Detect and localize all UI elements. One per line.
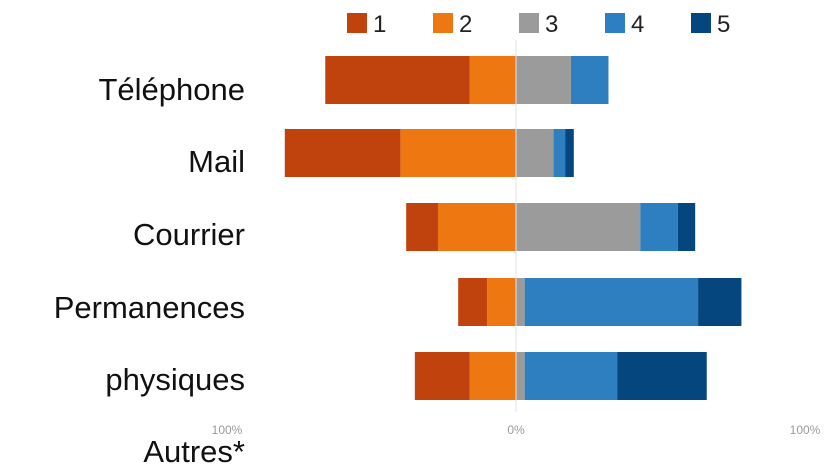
bars xyxy=(284,56,742,400)
x-tick-label: 100% xyxy=(790,423,821,437)
bar-segment-4-2 xyxy=(553,129,566,177)
bar-segment-3-1 xyxy=(516,56,571,104)
category-labels: Téléphone Mail Courrier Permanences physique… xyxy=(54,72,245,469)
legend-swatch xyxy=(433,13,453,33)
bar-segment-4-1 xyxy=(570,56,609,104)
legend-label: 3 xyxy=(545,11,558,38)
legend-swatch xyxy=(605,13,625,33)
bar-segment-1-1 xyxy=(325,56,470,104)
x-tick-label: 0% xyxy=(507,423,525,437)
bar-segment-1-3 xyxy=(406,203,438,251)
category-label: Téléphone xyxy=(98,72,245,107)
bar-segment-1-4 xyxy=(458,278,488,326)
bar-segment-3-2 xyxy=(516,129,554,177)
legend-swatch xyxy=(347,13,367,33)
bar-segment-2-5 xyxy=(469,352,516,400)
bar-segment-2-3 xyxy=(437,203,516,251)
bar-segment-5-2 xyxy=(565,129,574,177)
bar-segment-4-5 xyxy=(524,352,618,400)
category-label: Mail xyxy=(188,144,245,179)
legend-swatch xyxy=(519,13,539,33)
bar-segment-1-2 xyxy=(284,129,401,177)
bar-segment-4-3 xyxy=(640,203,678,251)
bar-segment-2-2 xyxy=(400,129,516,177)
x-tick-label: 100% xyxy=(212,423,243,437)
bar-segment-2-1 xyxy=(469,56,516,104)
bar-segment-5-5 xyxy=(617,352,707,400)
bar-segment-3-3 xyxy=(516,203,641,251)
category-label: Autres* xyxy=(143,434,245,469)
bar-segment-2-4 xyxy=(487,278,516,326)
x-axis: 100% 0% 100% xyxy=(212,40,821,437)
bar-segment-3-5 xyxy=(516,352,525,400)
legend-label: 5 xyxy=(717,11,730,38)
category-label: Courrier xyxy=(133,217,245,252)
category-label: Permanences xyxy=(54,290,245,325)
legend-label: 4 xyxy=(631,11,644,38)
bar-segment-1-5 xyxy=(414,352,470,400)
bar-segment-4-4 xyxy=(524,278,699,326)
legend-swatch xyxy=(691,13,711,33)
chart-legend: 1 2 3 4 5 xyxy=(347,11,730,38)
legend-label: 2 xyxy=(459,11,472,38)
legend-label: 1 xyxy=(373,11,386,38)
bar-segment-5-3 xyxy=(677,203,696,251)
bar-segment-3-4 xyxy=(516,278,525,326)
category-label: physiques xyxy=(105,362,245,397)
bar-segment-5-4 xyxy=(698,278,742,326)
